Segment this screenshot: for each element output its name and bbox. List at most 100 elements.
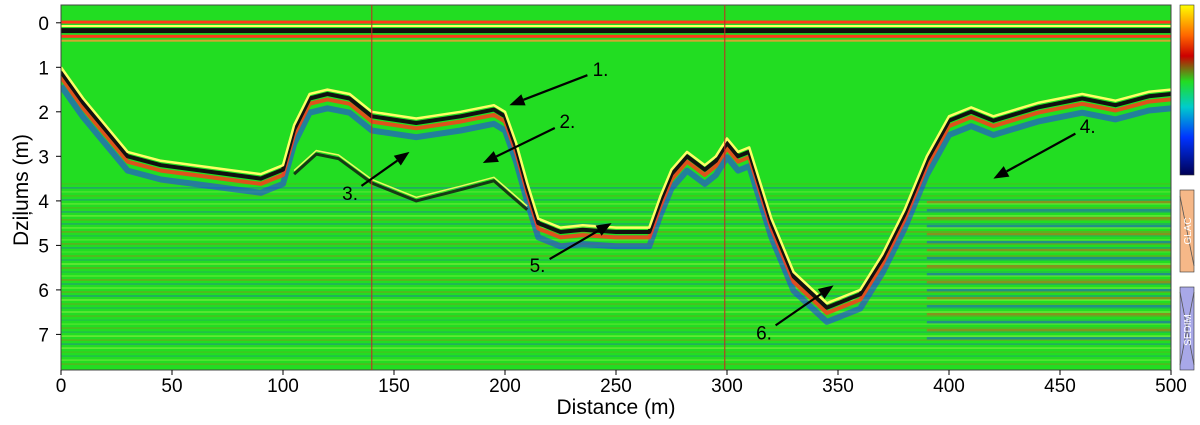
right-layer-band (926, 329, 1171, 332)
sediment-layer-bands (61, 183, 1171, 365)
direct-wave-band-dark (61, 28, 1171, 34)
right-layer-band (926, 321, 1171, 324)
y-tick-label: 0 (38, 14, 49, 35)
sediment-panel-diagonal-b (1179, 291, 1195, 366)
sediment-layer-band (61, 331, 1171, 333)
sediment-layer-band (61, 263, 1171, 265)
sediment-layer-band (61, 215, 1171, 217)
sediment-layer-band (61, 339, 1171, 341)
sediment-layer-band (61, 303, 1171, 305)
y-tick-label: 4 (38, 192, 49, 213)
direct-wave-band-red (61, 20, 1171, 24)
annotation-label: 4. (1080, 117, 1096, 138)
glacial-panel-label: GLAC (1183, 217, 1194, 244)
sediment-layer-band (61, 351, 1171, 353)
y-axis-ticks: 0 1 2 3 4 5 6 7 (38, 14, 61, 346)
section-boundary-lines (371, 5, 726, 370)
y-tick-label: 5 (38, 236, 49, 257)
x-axis-ticks: 0 50 100 150 200 250 300 350 400 450 500 (56, 370, 1187, 397)
x-tick-label: 350 (822, 376, 854, 397)
sediment-layer-band (61, 211, 1171, 213)
sediment-layer-band (61, 267, 1171, 269)
surface-band-dark (61, 70, 1171, 310)
sediment-layer-band (61, 363, 1171, 365)
right-layer-band (926, 337, 1171, 340)
annotation-label: 3. (342, 184, 358, 205)
x-tick-label: 300 (711, 376, 743, 397)
sediment-layer-band (61, 335, 1171, 337)
annotation-arrow-head (482, 151, 499, 163)
annotation-label: 5. (530, 256, 546, 277)
sediment-layer-band (61, 259, 1171, 261)
secondary-reflector-yellow (293, 149, 528, 207)
right-layer-band (926, 232, 1171, 236)
sediment-layer-band (61, 291, 1171, 293)
sediment-layer-band (61, 187, 1171, 189)
surface-band-yellow (61, 66, 1171, 305)
sediment-layer-band (61, 323, 1171, 325)
sediment-layer-band (61, 199, 1171, 201)
sediment-panel-label: SEDIM (1183, 314, 1194, 346)
y-tick-label: 3 (38, 147, 49, 168)
right-layer-band (926, 216, 1171, 220)
sediment-layer-band (61, 251, 1171, 253)
annotation-arrow-line (523, 74, 588, 101)
sediment-layer-band (61, 359, 1171, 361)
annotation-arrow-head (817, 285, 834, 299)
radargram-plot-area (61, 5, 1171, 370)
sediment-layer-band (61, 223, 1171, 225)
sediment-layer-band (61, 315, 1171, 317)
annotation-arrow-head (393, 151, 410, 166)
sediment-layer-band (61, 271, 1171, 273)
secondary-reflector-dark (293, 152, 529, 211)
sediment-layer-band (61, 207, 1171, 209)
x-tick-label: 450 (1044, 376, 1076, 397)
annotation-label: 1. (593, 60, 609, 81)
annotation-arrow-head (595, 223, 612, 236)
x-tick-label: 50 (161, 376, 182, 397)
radargram-background (61, 5, 1171, 370)
direct-wave-band-red-lower (61, 34, 1171, 38)
y-tick-label: 6 (38, 281, 49, 302)
sediment-layer-band (61, 327, 1171, 329)
sediment-layer-band (61, 255, 1171, 257)
sediment-layer-band (61, 287, 1171, 289)
x-tick-label: 150 (378, 376, 410, 397)
right-layer-band (926, 224, 1171, 228)
right-layer-band (926, 281, 1171, 284)
right-layer-band (926, 208, 1171, 212)
right-layer-band (926, 200, 1171, 204)
annotation-label: 2. (559, 112, 575, 133)
sediment-layer-band (61, 295, 1171, 297)
sediment-layer-band (61, 239, 1171, 241)
right-layer-band (926, 313, 1171, 316)
direct-wave-band-yellow (61, 25, 1171, 27)
sediment-layer-band (61, 195, 1171, 197)
glacial-panel-diagonal (1179, 195, 1195, 267)
x-tick-label: 400 (933, 376, 965, 397)
right-layer-band (926, 265, 1171, 268)
right-layer-band (926, 256, 1171, 260)
sediment-layer-band (61, 307, 1171, 309)
annotation-arrow-line (549, 229, 600, 261)
sediment-layer-band (61, 203, 1171, 205)
y-tick-label: 2 (38, 103, 49, 124)
direct-wave-bands (61, 20, 1171, 42)
right-side-legend-strip: GLAC SEDIM (1179, 4, 1195, 371)
sediment-layer-band (61, 355, 1171, 357)
right-layer-band (926, 240, 1171, 244)
right-layer-band (926, 305, 1171, 308)
colorbar (1179, 4, 1195, 176)
y-axis-label: Dziļums (m) (10, 134, 33, 246)
x-tick-label: 100 (267, 376, 299, 397)
surface-shadow-blue (61, 84, 1171, 325)
sediment-layer-band (61, 343, 1171, 345)
annotation-arrow-head (993, 166, 1010, 179)
x-tick-label: 200 (489, 376, 521, 397)
right-layer-band (926, 248, 1171, 252)
right-layer-band (926, 289, 1171, 292)
x-tick-label: 500 (1155, 376, 1187, 397)
sediment-layer-band (61, 183, 1171, 185)
sediment-layer-band (61, 347, 1171, 349)
